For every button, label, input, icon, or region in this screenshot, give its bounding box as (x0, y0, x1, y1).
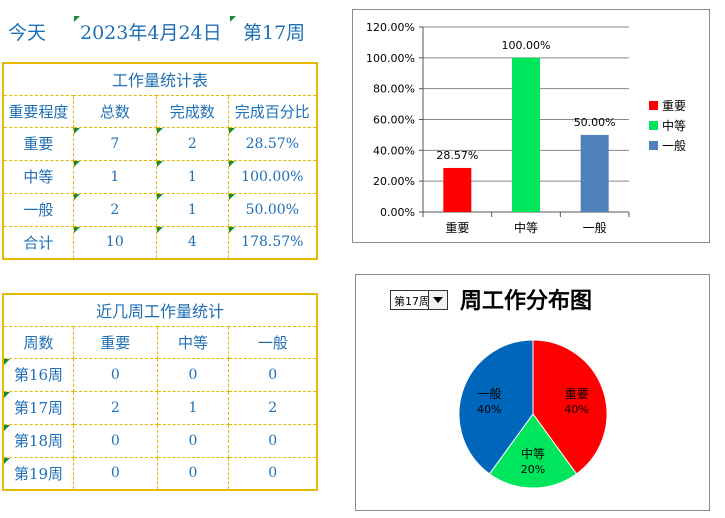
y-tick-label: 0.00% (380, 206, 415, 219)
chevron-down-icon[interactable] (428, 291, 447, 309)
column-header: 周数 (2, 325, 74, 359)
y-tick-label: 40.00% (373, 144, 415, 157)
table-cell[interactable]: 1 (72, 159, 158, 194)
column-header: 总数 (72, 94, 158, 128)
slice-percent: 20% (521, 463, 545, 476)
slice-percent: 40% (564, 403, 588, 416)
x-tick-label: 中等 (514, 220, 538, 235)
table-row: 第19周 0 0 0 (2, 456, 318, 491)
table-row: 重要 7 2 28.57% (2, 126, 318, 161)
table-cell[interactable]: 0 (228, 456, 318, 491)
workload-table-header: 重要程度 总数 完成数 完成百分比 (2, 94, 318, 128)
table-cell[interactable]: 1 (156, 192, 229, 227)
table-cell[interactable]: 0 (72, 456, 158, 491)
table-cell[interactable]: 2 (228, 390, 318, 425)
table-cell[interactable]: 1 (156, 390, 230, 425)
week-select-value: 第17周 (394, 295, 430, 308)
pie-chart-panel[interactable]: 重要 40% 中等 20% 一般 40% (355, 274, 710, 511)
today-label: 今天 (8, 22, 47, 44)
table-row: 第17周 2 1 2 (2, 390, 318, 425)
legend-swatch (649, 141, 658, 150)
data-label: 50.00% (574, 116, 616, 129)
column-header: 重要 (72, 325, 158, 359)
y-tick-label: 20.00% (373, 175, 415, 188)
legend-label: 中等 (662, 118, 686, 133)
table-cell[interactable]: 第18周 (2, 423, 74, 458)
pie-slice (532, 339, 608, 475)
weekly-table: 近几周工作量统计 周数 重要 中等 一般 第16周 0 0 0 第17周 2 1… (2, 293, 318, 491)
table-cell[interactable]: 0 (228, 423, 318, 458)
column-header: 完成数 (156, 94, 229, 128)
completion-bar-chart: 0.00% 20.00% 40.00% 60.00% 80.00% 100.00% 120.… (366, 21, 686, 235)
column-header: 重要程度 (2, 94, 74, 128)
slice-label: 一般 (477, 386, 501, 401)
table-cell[interactable]: 50.00% (227, 192, 318, 227)
bar (580, 134, 609, 212)
table-cell[interactable]: 中等 (2, 159, 74, 194)
data-label: 28.57% (436, 149, 478, 162)
workload-table-title: 工作量统计表 (2, 62, 318, 96)
table-cell[interactable]: 2 (72, 390, 158, 425)
table-cell[interactable]: 7 (72, 126, 158, 161)
table-cell[interactable]: 一般 (2, 192, 74, 227)
legend-swatch (649, 101, 658, 110)
table-row: 第18周 0 0 0 (2, 423, 318, 458)
pie-chart-title: 周工作分布图 (460, 289, 593, 314)
column-header: 一般 (228, 325, 318, 359)
current-week: 第17周 (243, 22, 306, 44)
table-cell[interactable]: 0 (228, 357, 318, 392)
y-tick-label: 80.00% (373, 83, 415, 96)
table-cell[interactable]: 2 (156, 126, 229, 161)
bar-chart-panel[interactable]: 0.00% 20.00% 40.00% 60.00% 80.00% 100.00% 120.… (352, 9, 710, 243)
table-cell[interactable]: 第19周 (2, 456, 74, 491)
bar (512, 57, 540, 213)
table-cell[interactable]: 0 (72, 423, 158, 458)
table-row: 合计 10 4 178.57% (2, 225, 318, 260)
table-cell[interactable]: 0 (72, 357, 158, 392)
column-header: 完成百分比 (227, 94, 318, 128)
table-cell[interactable]: 合计 (2, 225, 74, 260)
x-tick-label: 一般 (583, 220, 607, 235)
cell-marker (74, 16, 80, 22)
table-cell[interactable]: 0 (156, 423, 230, 458)
data-label: 100.00% (502, 39, 551, 52)
legend-label: 重要 (662, 99, 686, 113)
distribution-pie-chart: 重要 40% 中等 20% 一般 40% (458, 339, 608, 489)
table-cell[interactable]: 1 (156, 159, 229, 194)
table-row: 第16周 0 0 0 (2, 357, 318, 392)
table-row: 一般 2 1 50.00% (2, 192, 318, 227)
table-cell[interactable]: 10 (72, 225, 158, 260)
legend-label: 一般 (662, 138, 686, 153)
x-tick-label: 重要 (445, 221, 469, 235)
cell-marker (230, 16, 236, 22)
weekly-table-title: 近几周工作量统计 (2, 293, 318, 327)
table-cell[interactable]: 第17周 (2, 390, 74, 425)
y-tick-label: 120.00% (366, 21, 415, 34)
table-cell[interactable]: 重要 (2, 126, 74, 161)
slice-percent: 40% (477, 403, 501, 416)
y-tick-label: 60.00% (373, 114, 415, 127)
weekly-table-header: 周数 重要 中等 一般 (2, 325, 318, 359)
slice-label: 中等 (521, 446, 545, 461)
pie-slice (488, 413, 578, 489)
column-header: 中等 (156, 325, 230, 359)
table-cell[interactable]: 2 (72, 192, 158, 227)
table-cell[interactable]: 0 (156, 456, 230, 491)
table-cell[interactable]: 第16周 (2, 357, 74, 392)
current-date: 2023年4月24日 (80, 22, 222, 44)
table-cell[interactable]: 178.57% (227, 225, 318, 260)
table-cell[interactable]: 0 (156, 357, 230, 392)
table-cell[interactable]: 28.57% (227, 126, 318, 161)
bar (443, 167, 472, 212)
workload-table: 工作量统计表 重要程度 总数 完成数 完成百分比 重要 7 2 28.57% 中… (2, 62, 318, 260)
table-cell[interactable]: 4 (156, 225, 229, 260)
y-tick-label: 100.00% (366, 52, 415, 65)
table-row: 中等 1 1 100.00% (2, 159, 318, 194)
legend-swatch (649, 121, 658, 130)
slice-label: 重要 (565, 387, 589, 401)
pie-slice (458, 339, 534, 475)
week-select[interactable]: 第17周 (390, 290, 448, 310)
table-cell[interactable]: 100.00% (227, 159, 318, 194)
